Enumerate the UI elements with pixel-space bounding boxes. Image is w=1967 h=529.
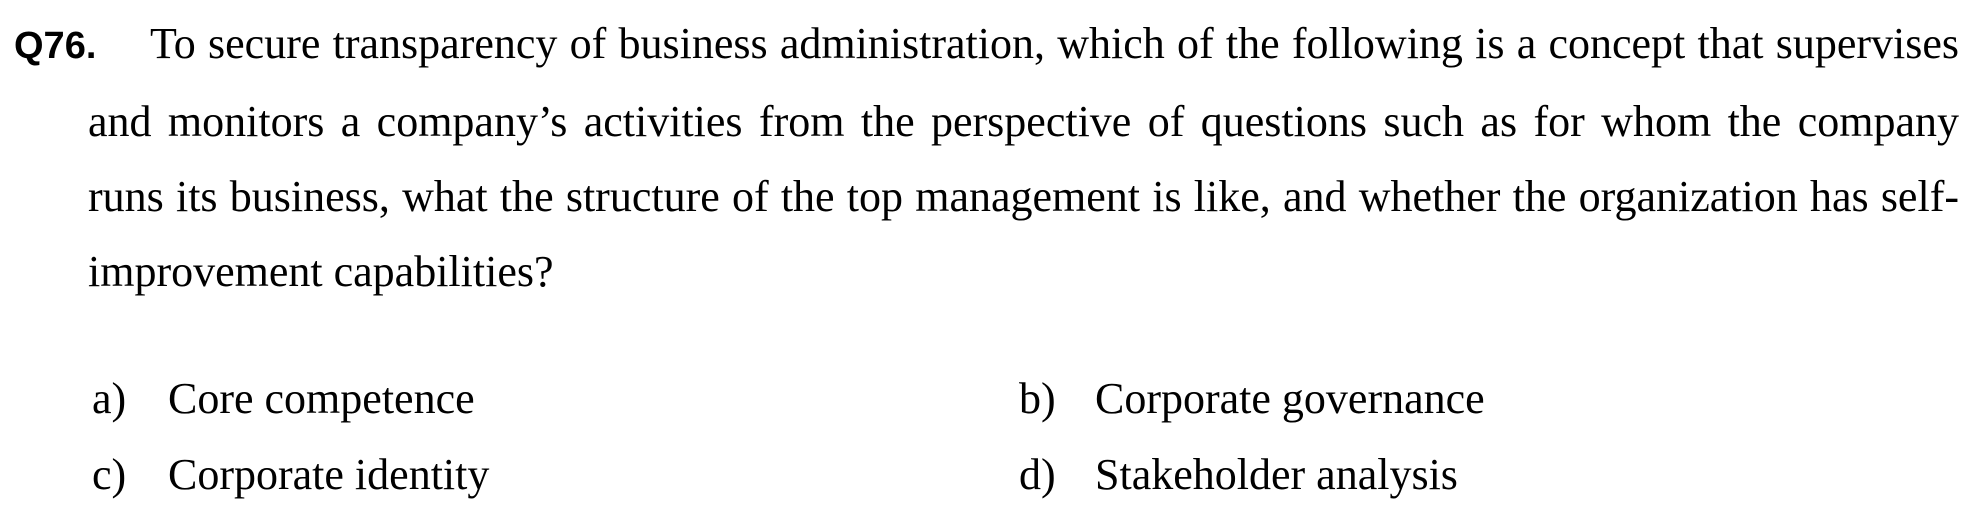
option-d[interactable]: d) Stakeholder analysis bbox=[1019, 449, 1458, 500]
option-a-letter: a) bbox=[92, 374, 127, 423]
option-d-letter: d) bbox=[1019, 450, 1056, 499]
option-b[interactable]: b) Corporate governance bbox=[1019, 373, 1485, 424]
option-c-letter: c) bbox=[92, 450, 127, 499]
question-number: Q76. bbox=[14, 25, 97, 67]
option-a-text: Core competence bbox=[168, 374, 475, 423]
option-c-text: Corporate identity bbox=[168, 450, 490, 499]
option-c[interactable]: c) Corporate identity bbox=[92, 449, 489, 500]
option-b-text: Corporate governance bbox=[1095, 374, 1485, 423]
option-a[interactable]: a) Core competence bbox=[92, 373, 475, 424]
option-d-text: Stakeholder analysis bbox=[1095, 450, 1458, 499]
question-text: To secure transparency of business admin… bbox=[88, 19, 1959, 296]
option-b-letter: b) bbox=[1019, 374, 1056, 423]
question-block: Q76. To secure transparency of business a… bbox=[14, 6, 1959, 309]
